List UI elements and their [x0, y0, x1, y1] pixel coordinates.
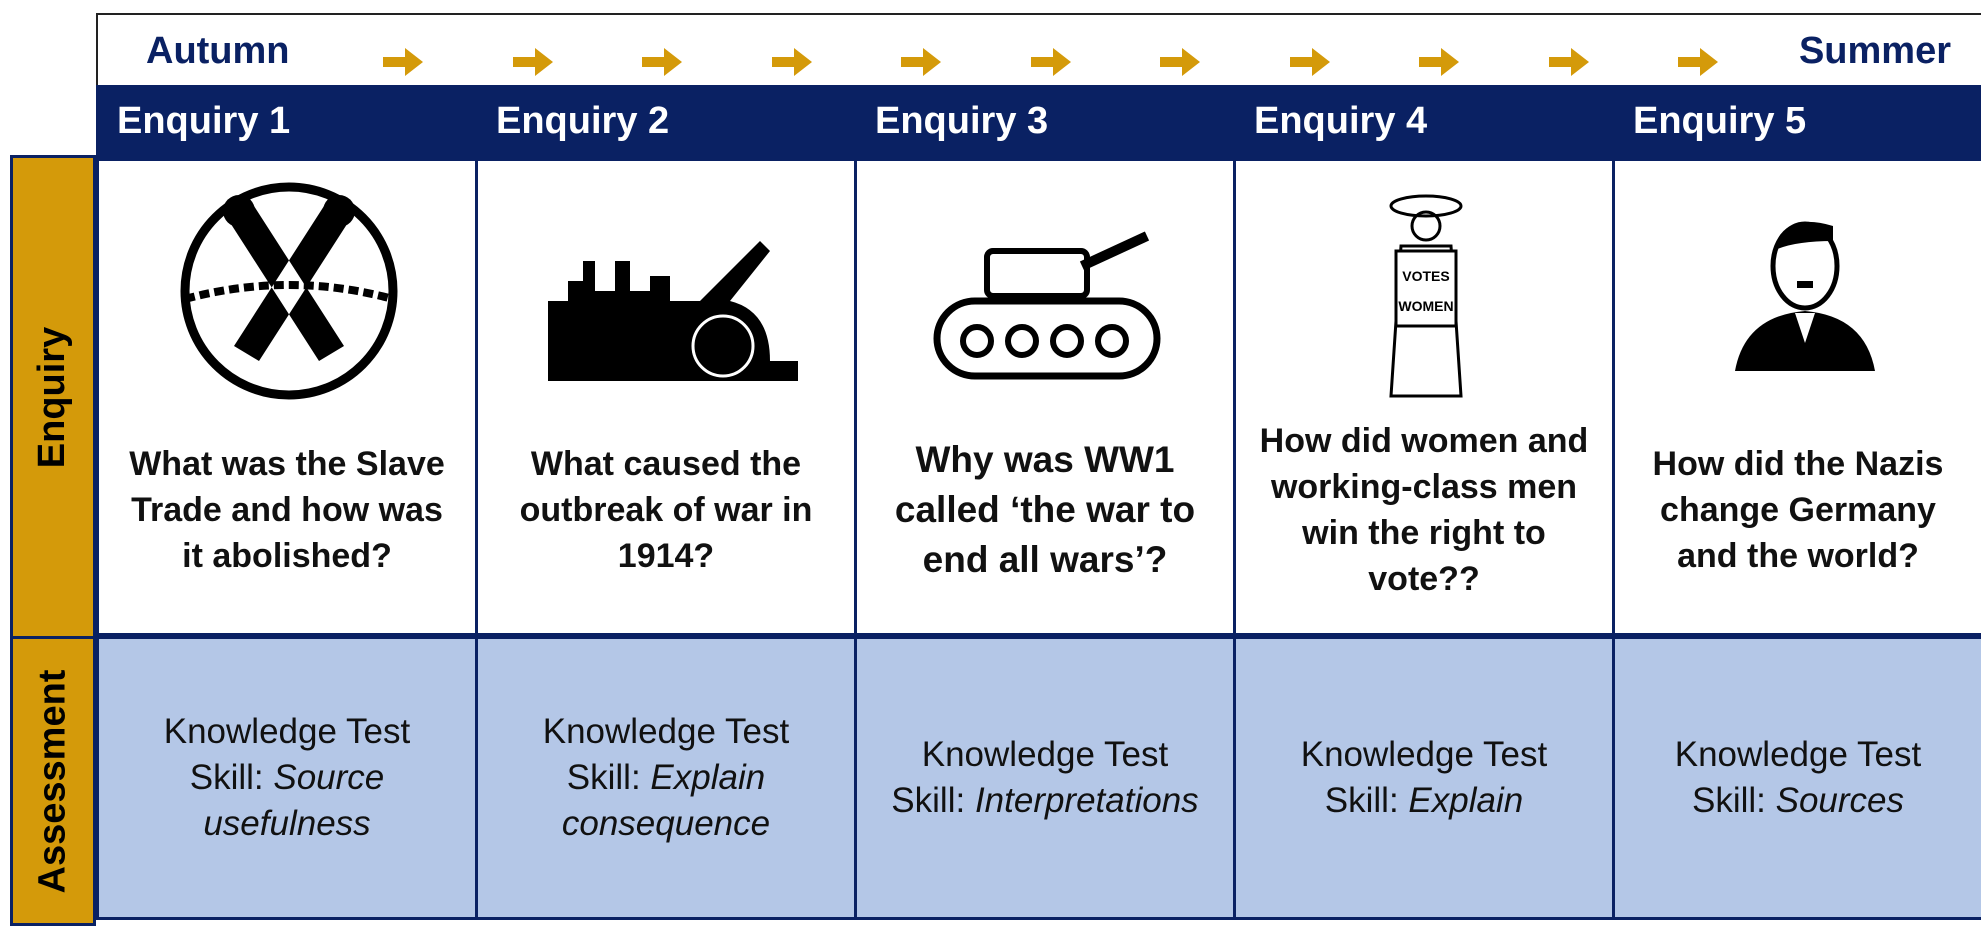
arrow	[1547, 45, 1591, 84]
icon-graphic: VOTES WOMEN	[1389, 194, 1463, 398]
arrow-icon	[1289, 48, 1330, 76]
enquiry-icon	[1675, 181, 1935, 401]
arrow-icon	[771, 48, 812, 76]
arrow	[511, 45, 555, 84]
arrow-icon	[901, 48, 941, 76]
icon-graphic	[1735, 221, 1875, 371]
skill-label: Skill:	[891, 781, 966, 820]
skill: Explain consequence	[561, 758, 771, 843]
row-label: Enquiry	[10, 155, 96, 639]
skill-label: Skill:	[566, 758, 641, 797]
enquiry-cell: Why was WW1 called ‘the war to end all w…	[854, 158, 1236, 636]
skill-label: Skill:	[1691, 781, 1766, 820]
arrow	[1158, 45, 1202, 84]
term-start: Autumn	[146, 30, 290, 72]
enquiry-question: How did women and working-class men win …	[1259, 421, 1589, 598]
arrow-icon	[1678, 48, 1718, 76]
arrow-icon	[1548, 48, 1589, 76]
knowledge-test: Knowledge Test	[1300, 735, 1548, 774]
enquiry-icon: VOTES WOMEN	[1296, 181, 1556, 401]
icon-graphic	[180, 182, 398, 400]
skill: Source usefulness	[203, 758, 385, 843]
enquiry-title: Enquiry 1	[117, 100, 291, 142]
enquiry-icon	[917, 181, 1177, 401]
arrow-icon	[383, 48, 423, 76]
arrow	[381, 45, 425, 84]
skill: Sources	[1775, 781, 1905, 820]
skill: Explain	[1408, 781, 1524, 820]
enquiry-cell: What caused the outbreak of war in 1914?	[475, 158, 857, 636]
knowledge-test: Knowledge Test	[163, 712, 411, 751]
arrow	[1029, 45, 1073, 84]
enquiry-cell: What was the Slave Trade and how was it …	[96, 158, 478, 636]
enquiry-icon	[538, 181, 800, 401]
knowledge-test: Knowledge Test	[1674, 735, 1922, 774]
timeline: Autumn Summer	[96, 13, 1981, 85]
arrow	[640, 45, 684, 84]
arrow-icon	[1160, 48, 1200, 76]
assessment-cell: Knowledge Test Skill: Explain	[1233, 636, 1615, 920]
enquiry-icon	[159, 181, 419, 401]
skill: Interpretations	[974, 781, 1199, 820]
row-label: Assessment	[10, 636, 96, 926]
arrow	[770, 45, 814, 84]
icon-graphic	[933, 231, 1161, 380]
assessment-cell: Knowledge Test Skill: Sources	[1612, 636, 1981, 920]
arrow-icon	[642, 48, 682, 76]
svg-text:WOMEN: WOMEN	[1398, 298, 1453, 314]
enquiry-question: Why was WW1 called ‘the war to end all w…	[894, 438, 1196, 580]
enquiry-title: Enquiry 4	[1254, 100, 1428, 142]
row-label-text: Enquiry	[31, 326, 74, 468]
assessment-cell: Knowledge Test Skill: Interpretations	[854, 636, 1236, 920]
skill-label: Skill:	[189, 758, 264, 797]
header-bar	[96, 85, 1981, 158]
enquiry-title: Enquiry 5	[1633, 100, 1807, 142]
arrow	[1417, 45, 1461, 84]
arrow	[899, 45, 943, 84]
enquiry-question: How did the Nazis change Germany and the…	[1652, 444, 1944, 575]
enquiry-title: Enquiry 3	[875, 100, 1049, 142]
arrow	[1676, 45, 1720, 84]
arrow	[1288, 45, 1332, 84]
skill-label: Skill:	[1324, 781, 1399, 820]
enquiry-title: Enquiry 2	[496, 100, 670, 142]
enquiry-cell: VOTES WOMEN How did women and working-clas…	[1233, 158, 1615, 636]
enquiry-cell: How did the Nazis change Germany and the…	[1612, 158, 1981, 636]
knowledge-test: Knowledge Test	[542, 712, 790, 751]
row-label-text: Assessment	[31, 669, 74, 893]
skill-line: Skill: Explain	[1305, 778, 1543, 824]
svg-text:VOTES: VOTES	[1402, 268, 1449, 284]
enquiry-question: What was the Slave Trade and how was it …	[129, 444, 445, 575]
arrow-icon	[1030, 48, 1071, 76]
arrow-icon	[512, 48, 553, 76]
term-end: Summer	[1798, 30, 1951, 72]
skill-line: Skill: Source usefulness	[99, 755, 475, 847]
knowledge-test: Knowledge Test	[921, 735, 1169, 774]
arrow-icon	[1419, 48, 1459, 76]
icon-graphic	[548, 241, 800, 381]
enquiry-question: What caused the outbreak of war in 1914?	[519, 444, 813, 575]
assessment-cell: Knowledge Test Skill: Source usefulness	[96, 636, 478, 920]
skill-line: Skill: Interpretations	[871, 778, 1218, 824]
skill-line: Skill: Explain consequence	[478, 755, 854, 847]
assessment-cell: Knowledge Test Skill: Explain consequence	[475, 636, 857, 920]
skill-line: Skill: Sources	[1672, 778, 1924, 824]
